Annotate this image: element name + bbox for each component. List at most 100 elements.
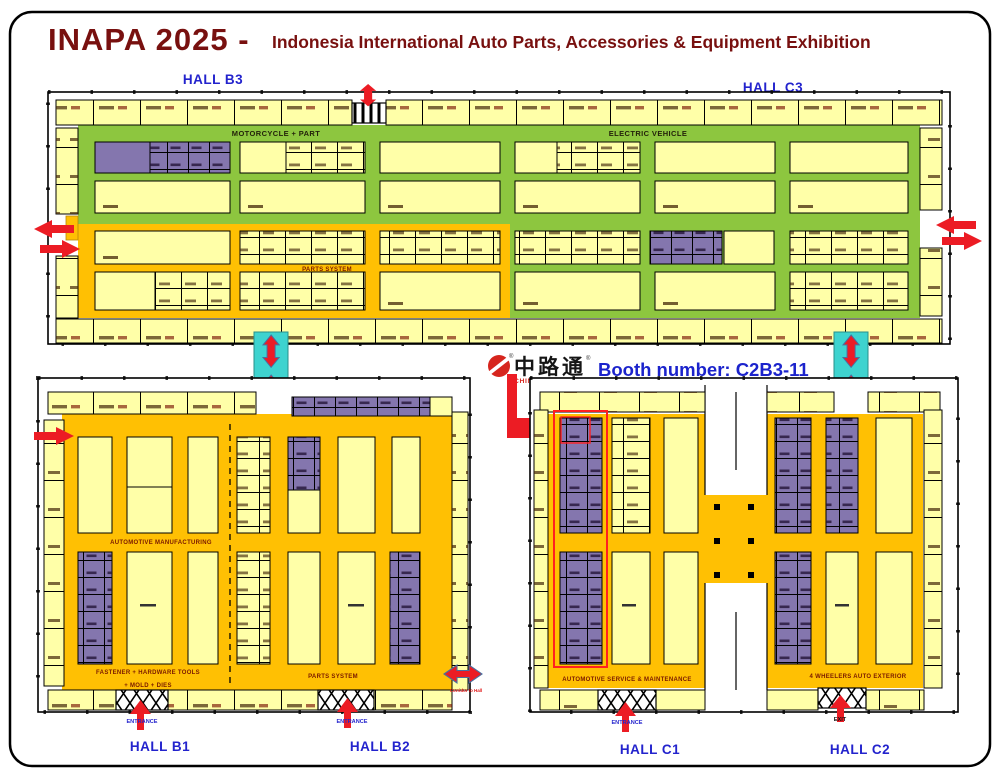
booth-strip-div	[924, 410, 942, 688]
booth	[239, 141, 287, 174]
booth-strip-div	[920, 248, 942, 316]
booth	[875, 551, 913, 665]
booth-grid	[237, 552, 270, 664]
booth-grid	[790, 272, 908, 310]
booth	[663, 417, 699, 534]
entrance-arrow-icon	[936, 216, 976, 234]
booth-strip-div	[386, 100, 942, 125]
booth	[825, 551, 859, 665]
booth-block	[94, 141, 151, 174]
booth-grid	[650, 231, 722, 264]
hall-c2-label: HALL C2	[830, 742, 890, 757]
highlighted-booth-c2b3-11	[560, 416, 591, 444]
booth	[429, 396, 453, 417]
booth	[94, 230, 231, 265]
booth	[379, 141, 501, 174]
booth	[789, 180, 909, 214]
zone-label-motorcycle: MOTORCYCLE + PART	[232, 129, 320, 138]
booth-strip-div	[56, 100, 352, 125]
booth	[514, 180, 641, 214]
zone-label-fastener-1: FASTENER + HARDWARE TOOLS	[96, 670, 200, 676]
page-subtitle: Indonesia International Auto Parts, Acce…	[272, 32, 871, 52]
booth-grid	[775, 552, 811, 664]
entrance-gate-pattern	[116, 690, 168, 710]
booth-strip-div	[868, 392, 940, 412]
logo-chinese-text: 中路通	[514, 355, 586, 379]
exit-arrow-icon	[942, 232, 982, 250]
booth	[287, 551, 321, 665]
corridor-b2-c1: Corridor to Hall	[443, 664, 483, 693]
booth-grid	[380, 231, 500, 264]
booth	[875, 417, 913, 534]
booth-strip-div	[48, 392, 256, 414]
wall-studs	[528, 376, 960, 714]
booth	[337, 551, 376, 665]
china-lutong-logo: ® 中路通 ® CHINA-LUTONG	[487, 353, 591, 385]
booth-strip-div	[44, 420, 64, 686]
booth	[287, 489, 321, 534]
booth	[611, 551, 651, 665]
booth-strip	[655, 689, 706, 711]
registered-mark: ®	[509, 353, 514, 360]
booth-strip-div	[56, 128, 78, 214]
booth-grid	[560, 418, 602, 533]
booth-grid	[78, 552, 112, 664]
booth-strip-div	[48, 690, 452, 710]
door-bars-icon	[352, 103, 386, 123]
zone-label-c1: AUTOMOTIVE SERVICE & MAINTENANCE	[562, 677, 691, 683]
page-title: INAPA 2025 -	[48, 22, 250, 57]
booth	[94, 271, 156, 311]
entrance-arrow-icon	[337, 698, 358, 728]
booth	[391, 436, 421, 534]
booth-strip-div	[920, 128, 942, 210]
entrance-arrow-icon	[34, 427, 74, 445]
booth-grid	[775, 418, 811, 533]
hall-b1-label: HALL B1	[130, 739, 190, 754]
highlighted-booth-column	[553, 410, 608, 668]
corridor-note: Corridor to Hall	[450, 688, 482, 693]
hall-b3-label: HALL B3	[183, 72, 243, 87]
booth-grid	[286, 142, 365, 173]
entrance-arrow-icon	[615, 702, 636, 732]
booth	[94, 180, 231, 214]
booth	[126, 436, 173, 534]
booth-grid	[390, 552, 420, 664]
zone-label-parts-top: PARTS SYSTEM	[302, 267, 352, 273]
booth-grid	[826, 418, 858, 533]
exit-arrow-icon	[34, 220, 74, 238]
entrance-label-b2: ENTRANCE	[336, 719, 367, 725]
booth	[654, 180, 776, 214]
booth-grid	[240, 272, 365, 310]
booth	[337, 436, 376, 534]
exit-label-c2: EXIT	[834, 717, 847, 723]
booth-grid	[237, 437, 270, 533]
booth-strip-div	[292, 397, 430, 416]
booth-strip-div	[540, 392, 705, 412]
booth-strip-div	[866, 690, 924, 710]
booth-grid	[155, 272, 230, 310]
registered-mark: ®	[586, 355, 591, 362]
booth	[663, 551, 699, 665]
booth	[379, 180, 501, 214]
exit-arrow-icon	[830, 695, 851, 722]
booth	[514, 141, 558, 174]
booth-strip-div	[540, 690, 598, 710]
booth-grid	[288, 437, 320, 490]
booth-strip-div	[534, 410, 548, 688]
entrance-gate-pattern	[598, 690, 656, 710]
booth-strip-div	[767, 392, 834, 412]
hall-b3-c3: HALL B3 HALL C3 MOTORCYCLE + PART ELECTR…	[34, 72, 982, 346]
booth	[239, 180, 366, 214]
entrance-arrow-icon	[40, 240, 80, 258]
hall-b2-label: HALL B2	[350, 739, 410, 754]
booth-grid	[150, 142, 230, 173]
booth-grid	[515, 231, 640, 264]
booth	[187, 436, 219, 534]
booth-number-label: Booth number: C2B3-11	[598, 359, 809, 380]
zone-label-c2: 4 WHEELERS AUTO EXTERIOR	[810, 674, 907, 680]
booth-grid	[240, 231, 365, 264]
booth	[723, 230, 775, 265]
booth-strip-div	[56, 319, 942, 343]
